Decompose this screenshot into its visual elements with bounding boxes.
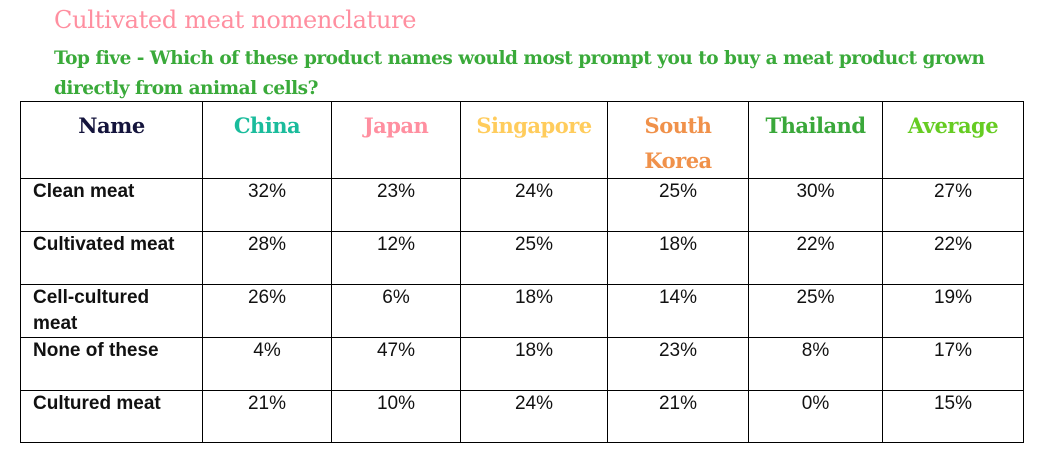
cell-china: 28% [202,231,332,285]
table-row: None of these 4% 47% 18% 23% 8% 17% [20,337,1024,391]
cell-average: 17% [882,337,1024,391]
row-name: Clean meat [20,178,203,232]
cell-china: 21% [202,390,332,443]
results-table: Name China Japan Singapore South Korea T… [20,101,1024,443]
row-name: Cultivated meat [20,231,203,285]
cell-japan: 6% [331,284,461,338]
cell-average: 19% [882,284,1024,338]
header-china: China [202,101,332,179]
cell-thailand: 0% [748,390,883,443]
cell-singapore: 18% [460,337,608,391]
table-row: Clean meat 32% 23% 24% 25% 30% 27% [20,178,1024,232]
row-name: None of these [20,337,203,391]
cell-china: 4% [202,337,332,391]
cell-singapore: 24% [460,390,608,443]
cell-average: 22% [882,231,1024,285]
question-subtitle: Top five - Which of these product names … [54,48,985,99]
table-row: Cultured meat 21% 10% 24% 21% 0% 15% [20,390,1024,443]
table-row: Cell-cultured meat 26% 6% 18% 14% 25% 19… [20,284,1024,338]
header-singapore: Singapore [460,101,608,179]
cell-china: 32% [202,178,332,232]
header-row: Name China Japan Singapore South Korea T… [20,101,1024,179]
cell-south-korea: 21% [607,390,749,443]
cell-south-korea: 25% [607,178,749,232]
cell-japan: 12% [331,231,461,285]
header-average: Average [882,101,1024,179]
cell-china: 26% [202,284,332,338]
header-south-korea: South Korea [607,101,749,179]
cell-thailand: 8% [748,337,883,391]
row-name: Cell-cultured meat [20,284,203,338]
cell-thailand: 30% [748,178,883,232]
cell-japan: 47% [331,337,461,391]
cell-average: 27% [882,178,1024,232]
header-japan: Japan [331,101,461,179]
header-thailand: Thailand [748,101,883,179]
cell-thailand: 22% [748,231,883,285]
row-name: Cultured meat [20,390,203,443]
cell-singapore: 18% [460,284,608,338]
table-row: Cultivated meat 28% 12% 25% 18% 22% 22% [20,231,1024,285]
cell-singapore: 24% [460,178,608,232]
header-name: Name [20,101,203,179]
cell-singapore: 25% [460,231,608,285]
page-title: Cultivated meat nomenclature [54,6,417,34]
cell-average: 15% [882,390,1024,443]
cell-south-korea: 18% [607,231,749,285]
cell-south-korea: 14% [607,284,749,338]
cell-south-korea: 23% [607,337,749,391]
cell-thailand: 25% [748,284,883,338]
cell-japan: 10% [331,390,461,443]
cell-japan: 23% [331,178,461,232]
